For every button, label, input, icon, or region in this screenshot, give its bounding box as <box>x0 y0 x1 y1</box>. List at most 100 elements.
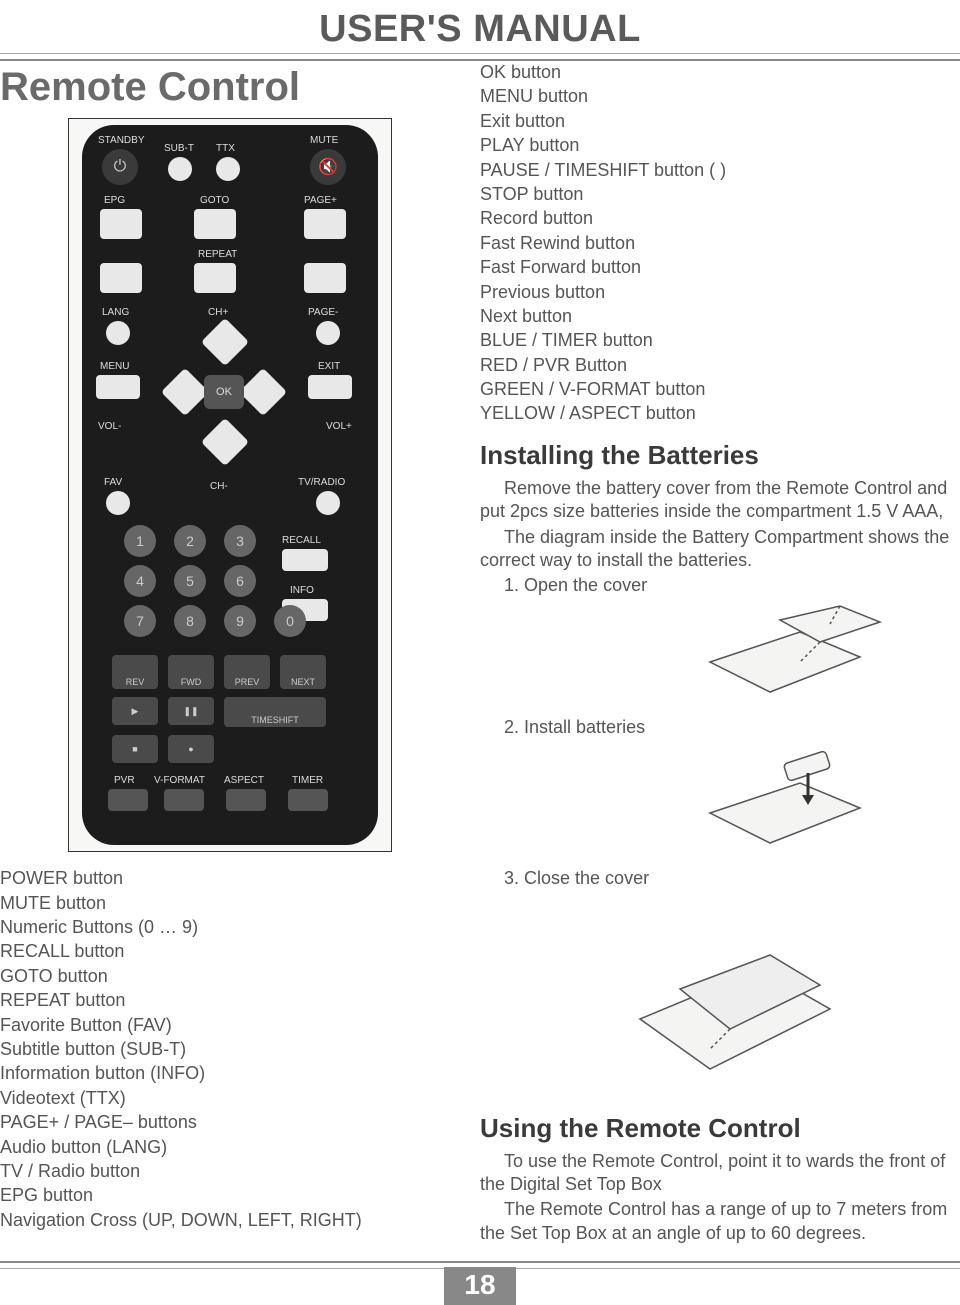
button-list-item: RECALL button <box>0 940 460 963</box>
page-number: 18 <box>444 1267 515 1305</box>
btn-r3a <box>100 263 142 293</box>
button-list-item: Navigation Cross (UP, DOWN, LEFT, RIGHT) <box>0 1209 460 1232</box>
button-list-item: Exit button <box>480 110 958 133</box>
label-chminus: CH- <box>210 481 228 492</box>
button-list-item: STOP button <box>480 183 958 206</box>
right-button-list: OK buttonMENU buttonExit buttonPLAY butt… <box>480 61 958 426</box>
label-menu: MENU <box>100 361 129 372</box>
nav-down <box>201 418 249 466</box>
button-list-item: REPEAT button <box>0 989 460 1012</box>
epg-button <box>100 209 142 239</box>
button-list-item: EPG button <box>0 1184 460 1207</box>
label-subt: SUB-T <box>164 143 194 154</box>
button-list-item: Fast Rewind button <box>480 232 958 255</box>
num-7: 7 <box>124 605 156 637</box>
label-repeat: REPEAT <box>198 249 237 260</box>
battery-p2: The diagram inside the Battery Compartme… <box>480 526 958 573</box>
nav-cross: OK <box>174 325 274 475</box>
num-1: 1 <box>124 525 156 557</box>
button-list-item: PAUSE / TIMESHIFT button ( ) <box>480 159 958 182</box>
install-batteries-diagram <box>680 743 890 853</box>
exit-button <box>308 375 352 399</box>
button-list-item: MENU button <box>480 85 958 108</box>
label-epg: EPG <box>104 195 125 206</box>
num-2: 2 <box>174 525 206 557</box>
button-list-item: Previous button <box>480 281 958 304</box>
pvr-button <box>108 789 148 811</box>
nav-left <box>161 368 209 416</box>
fwd-button: FWD <box>168 655 214 689</box>
prev-button: PREV <box>224 655 270 689</box>
recall-button <box>282 549 328 571</box>
button-list-item: Next button <box>480 305 958 328</box>
button-list-item: RED / PVR Button <box>480 354 958 377</box>
manual-page: USER'S MANUAL Remote Control STANDBY ⏻ S… <box>0 0 960 1305</box>
menu-button <box>96 375 140 399</box>
num-5: 5 <box>174 565 206 597</box>
button-list-item: Fast Forward button <box>480 256 958 279</box>
rev-button: REV <box>112 655 158 689</box>
using-p2: The Remote Control has a range of up to … <box>480 1198 960 1245</box>
section-title: Remote Control <box>0 65 460 110</box>
button-list-item: POWER button <box>0 867 460 890</box>
fav-button <box>106 491 130 515</box>
power-button-icon: ⏻ <box>102 149 138 185</box>
label-pvr: PVR <box>114 775 135 786</box>
button-list-item: PLAY button <box>480 134 958 157</box>
play-button: ▶ <box>112 697 158 725</box>
button-list-item: Favorite Button (FAV) <box>0 1014 460 1037</box>
button-list-item: Information button (INFO) <box>0 1062 460 1085</box>
label-exit: EXIT <box>318 361 340 372</box>
label-goto: GOTO <box>200 195 229 206</box>
pause-button: ❚❚ <box>168 697 214 725</box>
num-0: 0 <box>274 605 306 637</box>
button-list-item: Audio button (LANG) <box>0 1136 460 1159</box>
battery-text: Remove the battery cover from the Remote… <box>480 477 958 598</box>
label-volminus: VOL- <box>98 421 121 432</box>
battery-step1: 1. Open the cover <box>480 574 958 597</box>
label-standby: STANDBY <box>98 135 145 146</box>
label-vformat: V-FORMAT <box>154 775 205 786</box>
close-cover-diagram <box>620 899 850 1099</box>
button-list-item: TV / Radio button <box>0 1160 460 1183</box>
open-cover-diagram <box>680 602 890 712</box>
label-chplus: CH+ <box>208 307 228 318</box>
battery-step3: 3. Close the cover <box>480 867 960 890</box>
button-list-item: PAGE+ / PAGE– buttons <box>0 1111 460 1134</box>
battery-p1: Remove the battery cover from the Remote… <box>480 477 958 524</box>
timer-button <box>288 789 328 811</box>
num-3: 3 <box>224 525 256 557</box>
num-6: 6 <box>224 565 256 597</box>
button-list-item: Subtitle button (SUB-T) <box>0 1038 460 1061</box>
label-info: INFO <box>290 585 314 596</box>
label-tvradio: TV/RADIO <box>298 477 345 488</box>
remote-illustration: STANDBY ⏻ SUB-T TTX MUTE 🔇 EPG GOTO PAGE… <box>68 118 392 852</box>
manual-header: USER'S MANUAL <box>0 0 960 51</box>
using-remote-heading: Using the Remote Control <box>480 1113 960 1144</box>
goto-button <box>194 209 236 239</box>
num-4: 4 <box>124 565 156 597</box>
ok-button: OK <box>204 375 244 409</box>
label-mute: MUTE <box>310 135 338 146</box>
using-p1: To use the Remote Control, point it to w… <box>480 1150 960 1197</box>
button-list-item: GOTO button <box>0 965 460 988</box>
aspect-button <box>226 789 266 811</box>
pageplus-button <box>304 209 346 239</box>
stop-button: ■ <box>112 735 158 763</box>
battery-step2: 2. Install batteries <box>480 716 958 739</box>
label-volplus: VOL+ <box>326 421 352 432</box>
label-pageminus: PAGE- <box>308 307 338 318</box>
lang-button <box>106 321 130 345</box>
num-9: 9 <box>224 605 256 637</box>
button-list-item: BLUE / TIMER button <box>480 329 958 352</box>
tvradio-button <box>316 491 340 515</box>
vformat-button <box>164 789 204 811</box>
label-recall: RECALL <box>282 535 321 546</box>
button-list-item: MUTE button <box>0 892 460 915</box>
button-list-item: Videotext (TTX) <box>0 1087 460 1110</box>
subt-button <box>168 157 192 181</box>
left-button-list: POWER buttonMUTE buttonNumeric Buttons (… <box>0 867 460 1232</box>
button-list-item: OK button <box>480 61 958 84</box>
button-list-item: GREEN / V-FORMAT button <box>480 378 958 401</box>
btn-r3c <box>304 263 346 293</box>
